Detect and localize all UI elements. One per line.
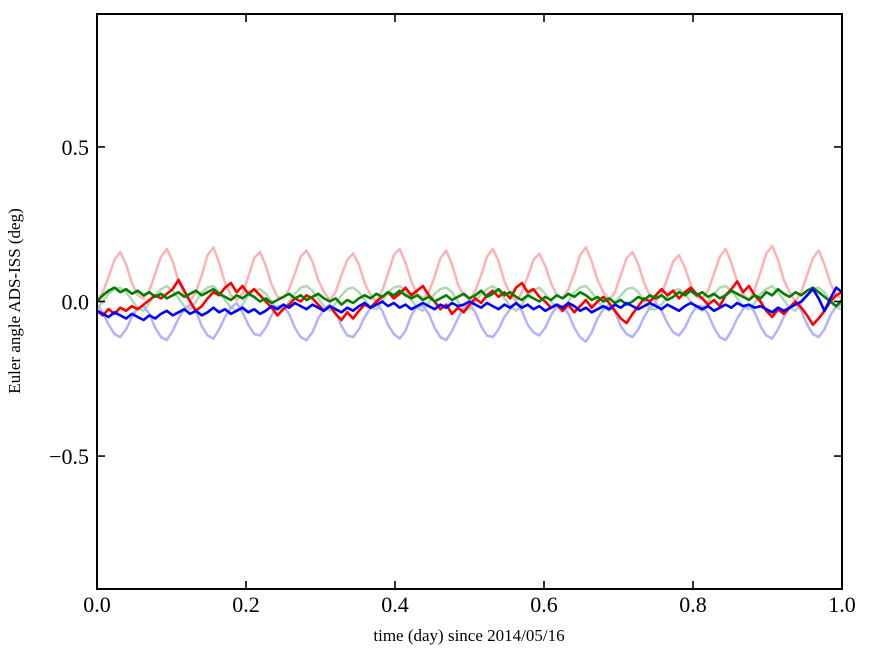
x-tick-label: 0.0 — [83, 592, 111, 617]
y-tick-label: 0.0 — [62, 290, 90, 315]
y-axis-label: Euler angle ADS-ISS (deg) — [5, 208, 24, 394]
x-axis-label: time (day) since 2014/05/16 — [373, 626, 564, 645]
line-light-red — [97, 244, 842, 303]
series-lines — [97, 244, 842, 343]
line-green — [97, 286, 842, 308]
plot-frame — [96, 13, 843, 590]
x-tick-label: 0.8 — [679, 592, 707, 617]
axes: 0.0 0.2 0.4 0.6 0.8 1.0 −0.5 0.0 0.5 — [49, 13, 856, 617]
line-red — [97, 278, 842, 327]
x-tick-label: 0.6 — [530, 592, 558, 617]
x-tick-label: 0.4 — [381, 592, 409, 617]
y-tick-label: −0.5 — [49, 444, 89, 469]
x-tick-label: 0.2 — [232, 592, 260, 617]
x-tick-label: 1.0 — [828, 592, 856, 617]
line-blue — [97, 286, 842, 322]
y-tick-label: 0.5 — [62, 135, 90, 160]
